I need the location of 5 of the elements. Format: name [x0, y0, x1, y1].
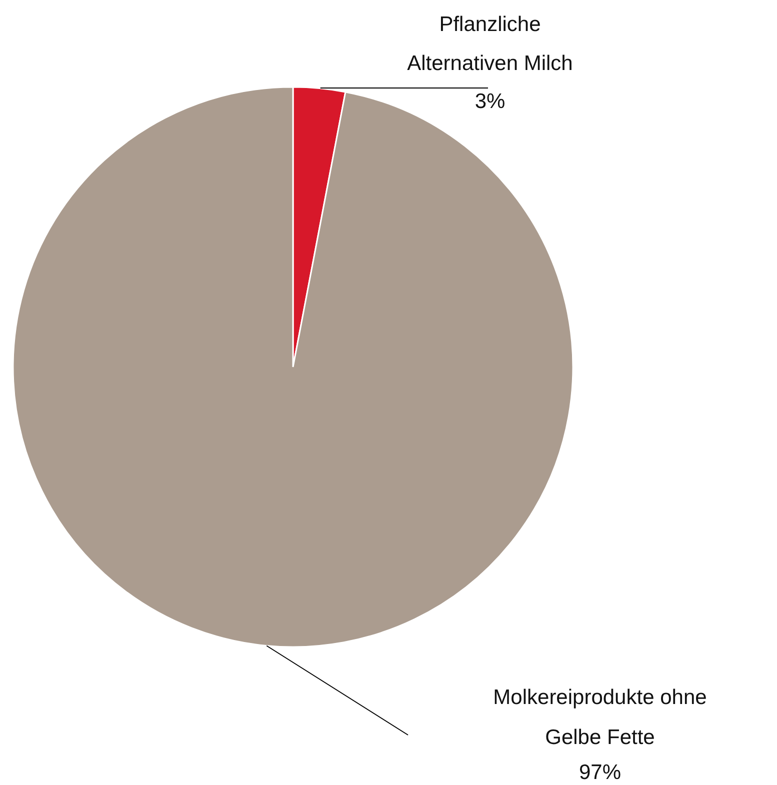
slice-label: Pflanzliche Alternativen Milch	[407, 13, 573, 75]
slice-label: Molkereiprodukte ohne Gelbe Fette	[493, 686, 707, 749]
data-label: 97%	[578, 761, 622, 784]
data-label: 3%	[474, 90, 506, 113]
pie-slice	[12, 86, 574, 648]
